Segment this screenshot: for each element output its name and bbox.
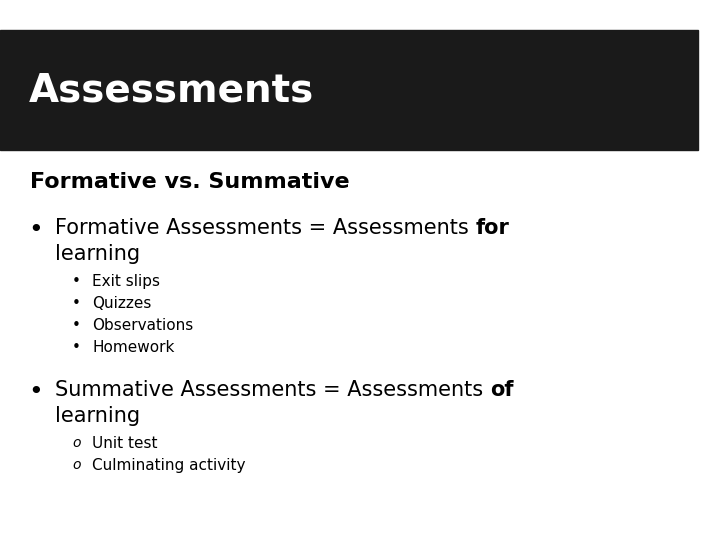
Text: Exit slips: Exit slips [92, 274, 160, 289]
Text: learning: learning [55, 244, 140, 264]
Text: Assessments: Assessments [29, 71, 314, 109]
Text: Unit test: Unit test [92, 436, 158, 451]
Text: •: • [28, 218, 42, 242]
Text: of: of [490, 380, 513, 400]
Text: •: • [72, 296, 81, 311]
Text: •: • [72, 318, 81, 333]
Text: Formative vs. Summative: Formative vs. Summative [30, 172, 350, 192]
Text: •: • [28, 380, 42, 404]
Text: •: • [72, 274, 81, 289]
Text: Quizzes: Quizzes [92, 296, 151, 311]
Text: for: for [475, 218, 509, 238]
Text: Homework: Homework [92, 340, 174, 355]
Text: Observations: Observations [92, 318, 193, 333]
Text: Formative Assessments = Assessments: Formative Assessments = Assessments [55, 218, 475, 238]
Text: o: o [72, 436, 81, 450]
Text: Summative Assessments = Assessments: Summative Assessments = Assessments [55, 380, 490, 400]
Text: o: o [72, 458, 81, 472]
Text: Culminating activity: Culminating activity [92, 458, 246, 473]
Text: •: • [72, 340, 81, 355]
Text: learning: learning [55, 406, 140, 426]
